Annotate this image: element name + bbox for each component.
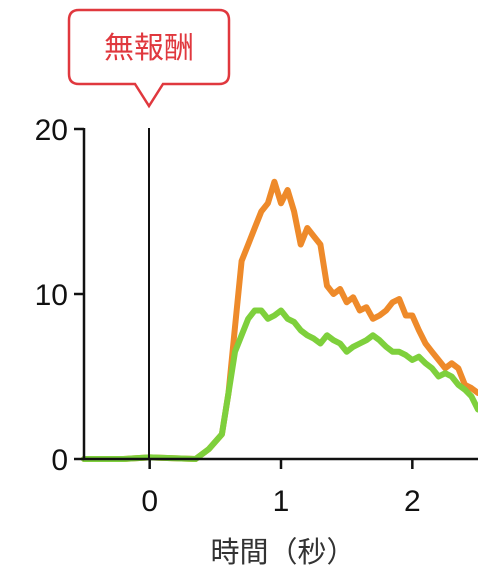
series-line-2 [81, 307, 478, 462]
y-tick-label: 10 [35, 279, 68, 312]
y-tick-label: 20 [35, 114, 68, 147]
x-tick-label: 1 [273, 485, 290, 518]
x-axis-label: 時間（秒） [210, 535, 355, 569]
y-tick-label: 0 [51, 444, 68, 477]
callout-label: 無報酬 [104, 31, 194, 66]
x-tick-label: 0 [141, 485, 158, 518]
x-tick-label: 2 [404, 485, 421, 518]
series-line-1 [81, 178, 478, 462]
no-reward-callout: 無報酬 [67, 8, 231, 109]
